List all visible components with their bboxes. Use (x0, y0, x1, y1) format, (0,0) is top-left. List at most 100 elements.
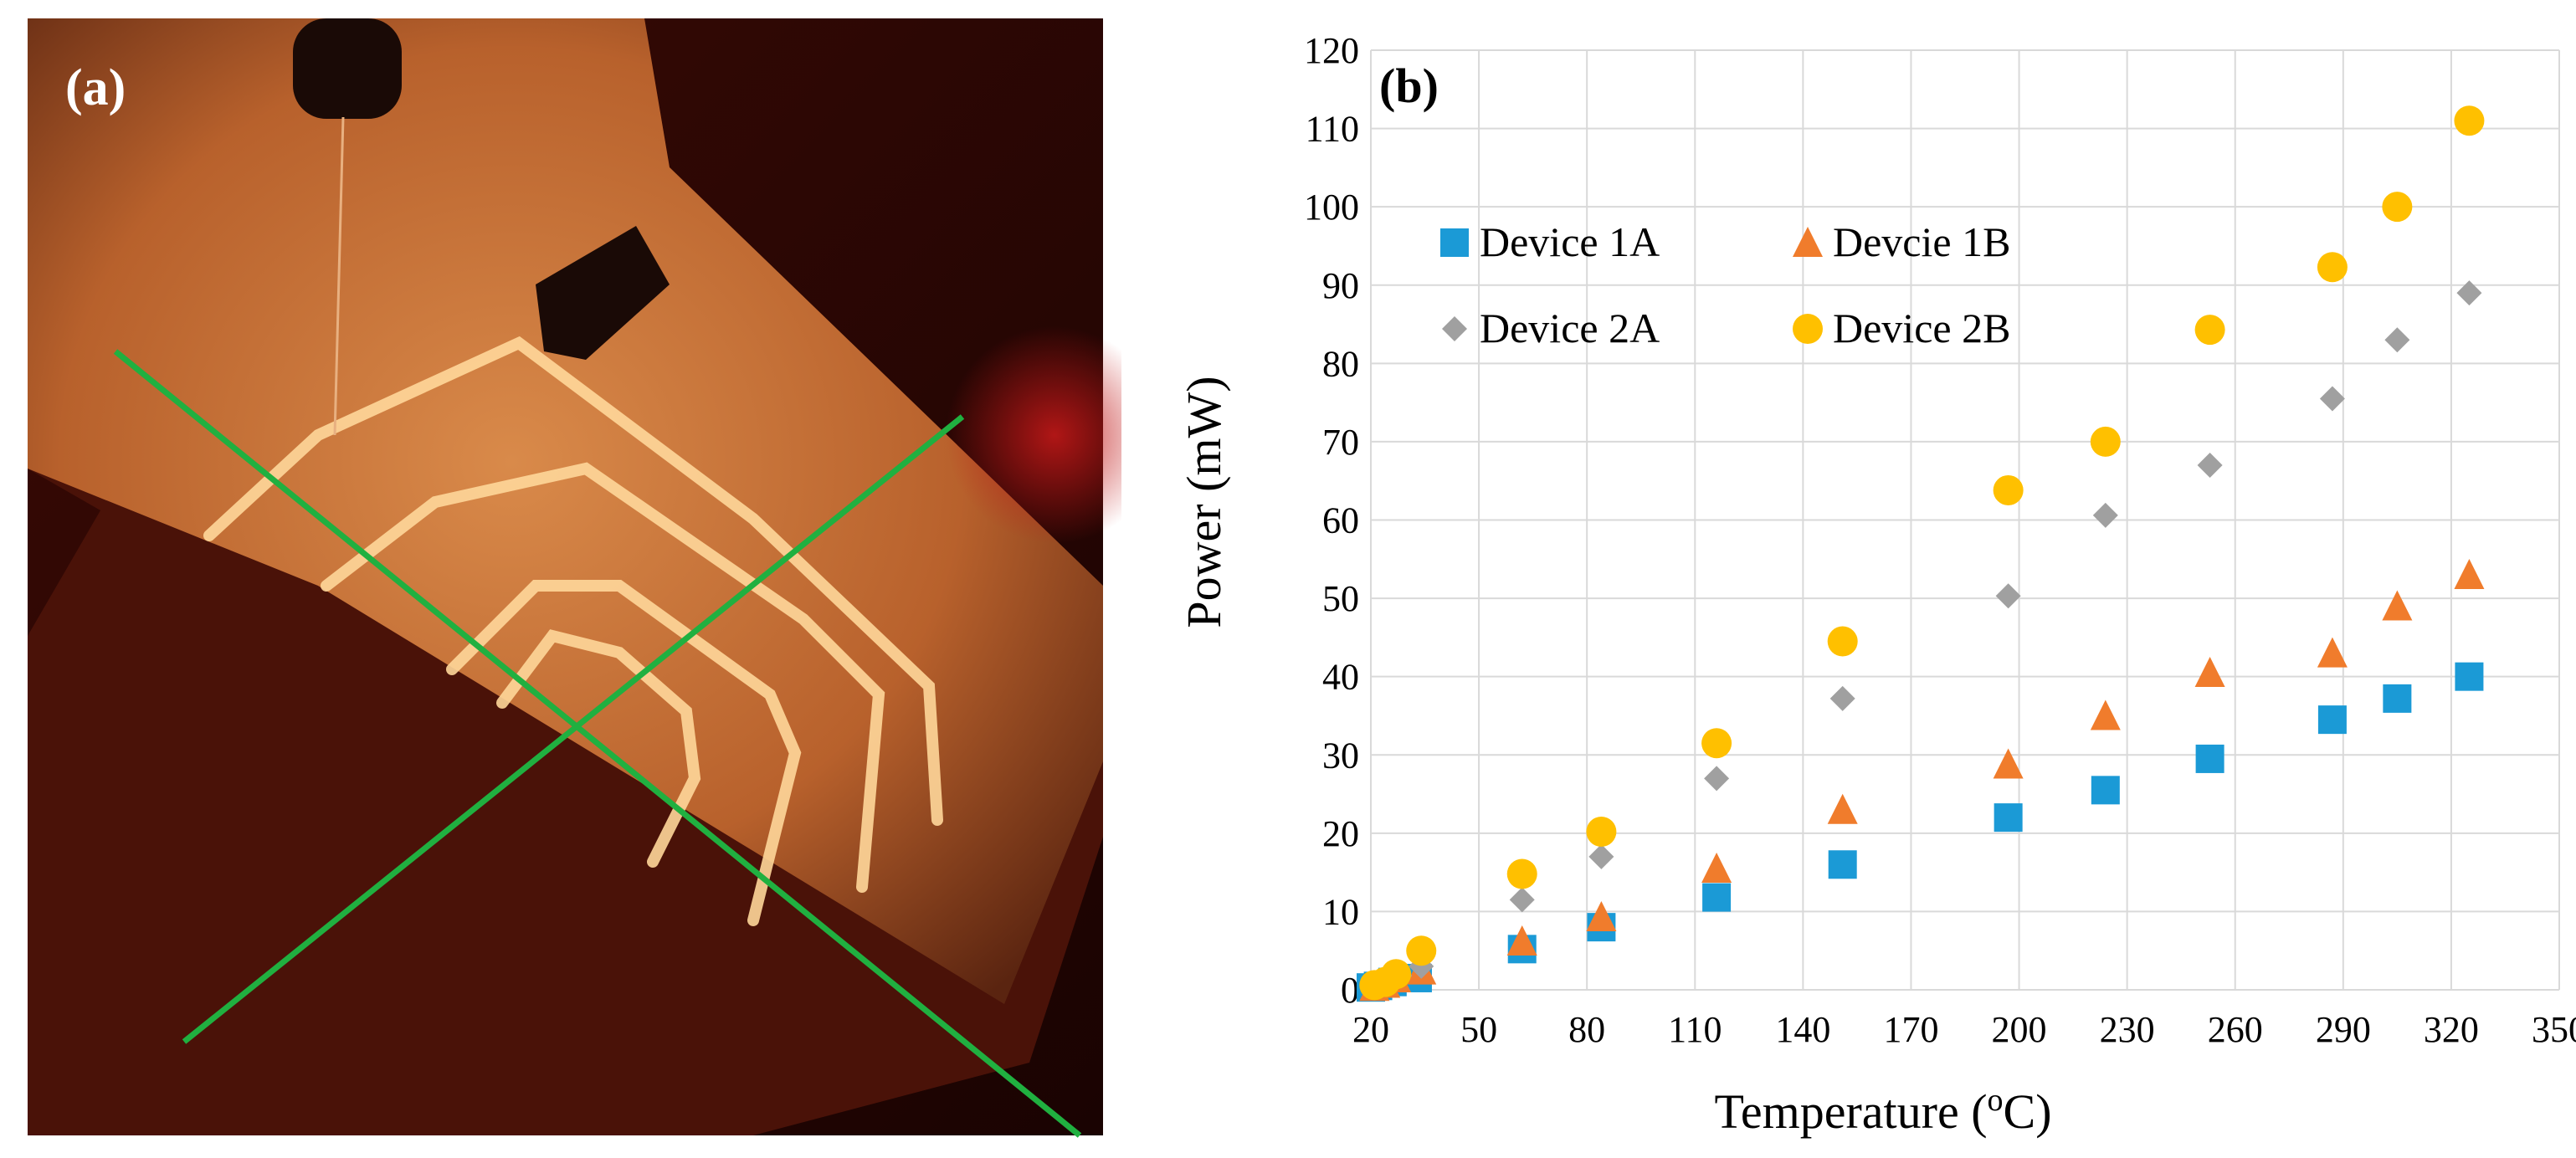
data-point (2195, 744, 2224, 773)
cross-line-1 (113, 349, 1082, 1138)
data-point (1827, 626, 1858, 657)
probe-wire (333, 116, 345, 436)
series-device-2a (1362, 280, 2482, 999)
x-tick-label: 350 (2532, 1009, 2576, 1050)
laser-spot (946, 326, 1163, 544)
cross-line-2 (182, 414, 965, 1044)
data-point (2091, 776, 2120, 805)
y-tick-label: 60 (1322, 500, 1359, 541)
series-device-2b (1359, 105, 2485, 1001)
y-tick-label: 90 (1322, 265, 1359, 306)
chip-surface (28, 18, 1103, 1004)
y-tick-label: 80 (1322, 343, 1359, 384)
y-tick-label: 30 (1322, 735, 1359, 776)
y-tick-label: 70 (1322, 422, 1359, 463)
power-vs-temperature-chart: 0 10 20 30 40 50 60 70 80 90 100 110 120 20 50 80 110 14… (1177, 30, 2576, 1139)
probe-2 (536, 226, 670, 360)
series-devcie-1b (1359, 559, 2485, 1002)
data-point (1993, 474, 2024, 505)
legend-marker (1442, 316, 1467, 341)
data-point (1588, 843, 1614, 869)
x-tick-label: 80 (1568, 1009, 1605, 1050)
x-axis-label: Temperature (oC) (1714, 1083, 2051, 1139)
microheater-photo: (a) (28, 18, 1163, 1138)
data-point (1381, 959, 1412, 990)
x-tick-label: 320 (2424, 1009, 2479, 1050)
legend: Device 1A Devcie 1B Device 2A Device 2B (1440, 218, 2010, 351)
data-point (1506, 925, 1537, 956)
data-point (2382, 590, 2413, 621)
data-point (1701, 852, 1732, 883)
x-tick-label: 200 (1992, 1009, 2047, 1050)
panel-a-photo: (a) (0, 0, 1163, 1154)
legend-marker (1793, 227, 1823, 257)
data-point (1995, 583, 2021, 609)
data-point (1702, 883, 1732, 912)
data-point (2456, 280, 2482, 306)
y-tick-label: 100 (1304, 187, 1359, 228)
x-tick-label: 260 (2208, 1009, 2263, 1050)
legend-marker (1793, 314, 1823, 344)
y-tick-label: 40 (1322, 657, 1359, 698)
data-point (2317, 637, 2348, 668)
data-point (2317, 705, 2347, 735)
heater-traces (203, 336, 943, 926)
data-point (2194, 656, 2225, 687)
panel-a-label: (a) (65, 59, 126, 116)
data-point (1993, 748, 2024, 779)
x-axis-label-degree: o (1988, 1083, 2004, 1118)
y-tick-label: 50 (1322, 578, 1359, 619)
data-point (2383, 684, 2412, 713)
y-axis-label: Power (mW) (1177, 376, 1231, 628)
data-point (2319, 386, 2345, 412)
x-tick-label: 20 (1352, 1009, 1389, 1050)
data-point (2454, 105, 2485, 136)
legend-label: Device 1A (1480, 218, 1660, 265)
data-point (1827, 793, 1858, 824)
data-point (2197, 452, 2223, 478)
data-point (2455, 662, 2484, 691)
y-tick-labels: 0 10 20 30 40 50 60 70 80 90 100 110 120 (1304, 30, 1359, 1011)
x-tick-label: 170 (1883, 1009, 1938, 1050)
data-point (1586, 900, 1617, 931)
y-tick-label: 120 (1304, 30, 1359, 71)
x-axis-label-unit: C) (2004, 1084, 2052, 1139)
data-point (2194, 315, 2225, 346)
grid (1370, 49, 2560, 991)
data-point (2092, 502, 2118, 528)
y-tick-label: 20 (1322, 813, 1359, 854)
x-tick-labels: 20 50 80 110 140 170 200 230 260 290 320 350 (1352, 1009, 2576, 1050)
x-tick-label: 110 (1668, 1009, 1722, 1050)
y-tick-label: 0 (1341, 970, 1359, 1011)
x-tick-label: 140 (1775, 1009, 1830, 1050)
data-point (1828, 850, 1857, 879)
data-point (1406, 935, 1437, 966)
x-axis-label-text: Temperature ( (1714, 1084, 1987, 1139)
data-point (1829, 685, 1855, 711)
data-point (1994, 803, 2023, 833)
data-point (2317, 252, 2348, 283)
y-tick-label: 110 (1306, 109, 1359, 150)
legend-label: Device 2B (1833, 305, 2010, 351)
x-tick-label: 290 (2316, 1009, 2371, 1050)
data-point (1586, 816, 1617, 847)
data-marks (1357, 105, 2485, 1002)
probe-1 (293, 18, 402, 119)
data-point (1704, 766, 1730, 792)
panel-b-chart: 0 10 20 30 40 50 60 70 80 90 100 110 120 20 50 80 110 14… (1121, 0, 2576, 1154)
data-point (1509, 887, 1535, 913)
panel-b-label: (b) (1379, 59, 1439, 113)
legend-label: Devcie 1B (1833, 218, 2010, 265)
data-point (2382, 192, 2413, 223)
x-tick-label: 50 (1460, 1009, 1497, 1050)
y-tick-label: 10 (1322, 891, 1359, 932)
data-point (2090, 426, 2121, 457)
data-point (1701, 728, 1732, 759)
data-point (2454, 559, 2485, 590)
x-tick-label: 230 (2100, 1009, 2155, 1050)
legend-label: Device 2A (1480, 305, 1660, 351)
data-point (2384, 327, 2410, 353)
data-point (2090, 699, 2121, 730)
legend-marker (1440, 228, 1469, 257)
data-point (1506, 858, 1537, 889)
